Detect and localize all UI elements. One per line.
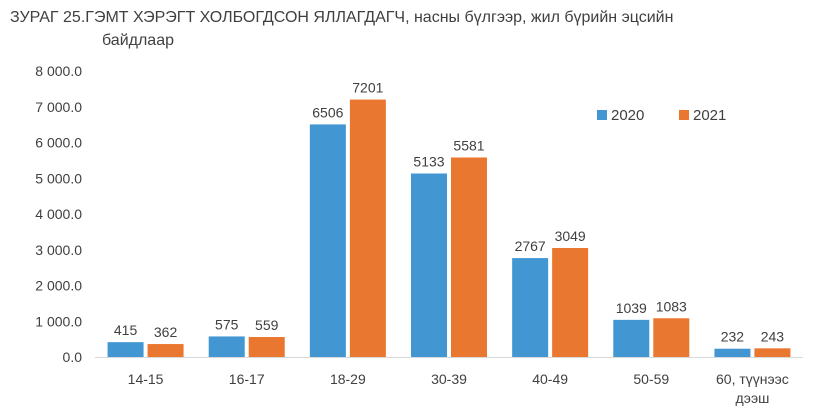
bar-2020-60, түүнээс дээш bbox=[714, 348, 751, 357]
y-tick-label: 4 000.0 bbox=[35, 206, 82, 222]
bar-2021-16-17 bbox=[248, 337, 285, 357]
y-tick-label: 1 000.0 bbox=[35, 313, 82, 329]
bar-2021-50-59 bbox=[653, 318, 690, 357]
legend-swatch-2021 bbox=[679, 110, 689, 120]
bar-2021-18-29 bbox=[349, 99, 386, 358]
x-tick-label: 18-29 bbox=[330, 371, 366, 387]
x-tick-label: 30-39 bbox=[431, 371, 467, 387]
data-label: 243 bbox=[761, 328, 785, 344]
x-tick-label: 40-49 bbox=[532, 371, 568, 387]
bar-2020-40-49 bbox=[512, 258, 549, 357]
chart-title-line2: байдлаар bbox=[102, 32, 174, 49]
bar-2021-30-39 bbox=[451, 157, 487, 357]
data-label: 1039 bbox=[616, 300, 647, 316]
legend-label-2021: 2021 bbox=[693, 107, 726, 124]
y-tick-label: 3 000.0 bbox=[35, 242, 82, 258]
data-label: 2767 bbox=[515, 238, 546, 254]
legend-swatch-2020 bbox=[597, 110, 607, 120]
y-tick-label: 6 000.0 bbox=[35, 135, 82, 151]
x-tick-label: 50-59 bbox=[633, 371, 669, 387]
data-label: 7201 bbox=[352, 80, 383, 96]
bar-2020-16-17 bbox=[208, 336, 245, 357]
x-tick-label: дээш bbox=[735, 390, 769, 406]
data-label: 415 bbox=[114, 322, 138, 338]
y-tick-label: 5 000.0 bbox=[35, 170, 82, 186]
data-label: 232 bbox=[721, 329, 745, 345]
data-label: 3049 bbox=[555, 228, 586, 244]
data-label: 6506 bbox=[312, 104, 343, 120]
y-tick-label: 8 000.0 bbox=[35, 63, 82, 79]
bar-2021-60, түүнээс дээш bbox=[754, 348, 791, 357]
data-label: 5581 bbox=[453, 137, 484, 153]
bar-2020-14-15 bbox=[107, 342, 144, 357]
bar-2020-50-59 bbox=[613, 319, 650, 357]
data-label: 575 bbox=[215, 316, 239, 332]
y-tick-label: 2 000.0 bbox=[35, 278, 82, 294]
x-tick-label: 60, түүнээс bbox=[716, 371, 789, 387]
bar-2021-14-15 bbox=[147, 344, 184, 357]
x-tick-label: 14-15 bbox=[128, 371, 164, 387]
bar-2020-18-29 bbox=[309, 124, 346, 358]
data-label: 362 bbox=[154, 324, 178, 340]
y-tick-label: 7 000.0 bbox=[35, 99, 82, 115]
data-label: 5133 bbox=[413, 153, 444, 169]
data-label: 1083 bbox=[656, 298, 687, 314]
chart-title: ЗУРАГ 25.ГЭМТ ХЭРЭГТ ХОЛБОГДСОН ЯЛЛАГДАГ… bbox=[10, 6, 810, 52]
bar-2021-40-49 bbox=[552, 247, 589, 357]
y-tick-label: 0.0 bbox=[63, 349, 83, 365]
data-label: 559 bbox=[255, 317, 279, 333]
bar-2020-30-39 bbox=[411, 173, 447, 357]
legend-label-2020: 2020 bbox=[611, 107, 644, 124]
chart-title-line1: ЗУРАГ 25.ГЭМТ ХЭРЭГТ ХОЛБОГДСОН ЯЛЛАГДАГ… bbox=[10, 9, 674, 26]
x-tick-label: 16-17 bbox=[229, 371, 265, 387]
